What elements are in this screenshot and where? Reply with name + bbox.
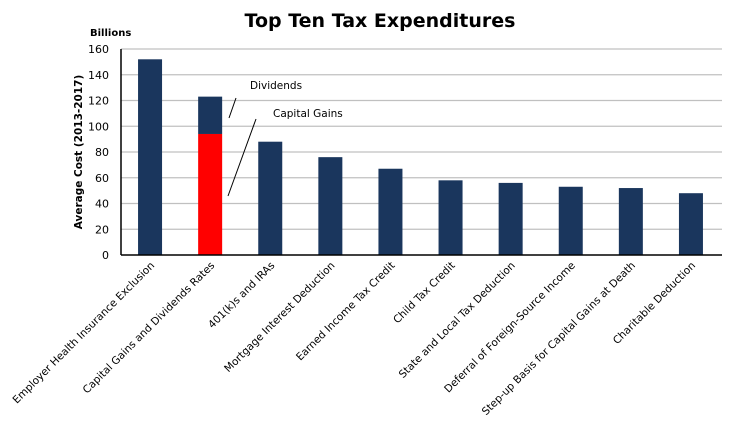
bar — [258, 141, 283, 255]
annotation-dividends: Dividends — [250, 80, 302, 92]
category-label: State and Local Tax Deduction — [397, 260, 518, 381]
chart-title: Top Ten Tax Expenditures — [245, 10, 516, 32]
bar — [618, 188, 643, 255]
bar — [498, 182, 523, 255]
y-tick-label: 80 — [95, 146, 109, 159]
y-tick-label: 60 — [95, 172, 109, 185]
category-label: Earned Income Tax Credit — [294, 260, 398, 364]
bar-capital-gains — [198, 133, 223, 255]
bar — [378, 168, 403, 255]
y-tick-label: 140 — [88, 69, 109, 82]
category-label: 401(k)s and IRAs — [206, 260, 277, 331]
bar — [318, 157, 343, 255]
category-label: Mortgage Interest Deduction — [222, 260, 337, 375]
category-label: Capital Gains and Dividends Rates — [81, 260, 218, 397]
y-tick-label: 0 — [102, 249, 109, 262]
bars — [138, 59, 703, 255]
y-tick-label: 160 — [88, 43, 109, 56]
y-tick-label: 100 — [88, 120, 109, 133]
axes — [120, 49, 722, 256]
bar — [678, 193, 703, 255]
y-tick-label: 40 — [95, 198, 109, 211]
capital-gains-leader-line — [227, 118, 257, 197]
dividends-leader-line — [228, 97, 237, 119]
bar — [438, 180, 463, 255]
y-tick-labels: 0 20 40 60 80 100 120 140 160 — [88, 43, 109, 262]
annotation-capital-gains: Capital Gains — [273, 108, 343, 120]
bar — [558, 186, 583, 255]
category-labels: Employer Health Insurance ExclusionCapit… — [11, 260, 699, 418]
category-label: Child Tax Credit — [391, 260, 458, 327]
annotations: Dividends Capital Gains — [227, 80, 343, 197]
bar — [138, 59, 163, 255]
y-axis-label: Average Cost (2013-2017) — [73, 75, 85, 230]
y-tick-label: 20 — [95, 223, 109, 236]
y-tick-label: 120 — [88, 95, 109, 108]
category-label: Deferral of Foreign-Source Income — [442, 260, 578, 396]
bar — [198, 96, 223, 134]
unit-label: Billions — [90, 28, 131, 39]
